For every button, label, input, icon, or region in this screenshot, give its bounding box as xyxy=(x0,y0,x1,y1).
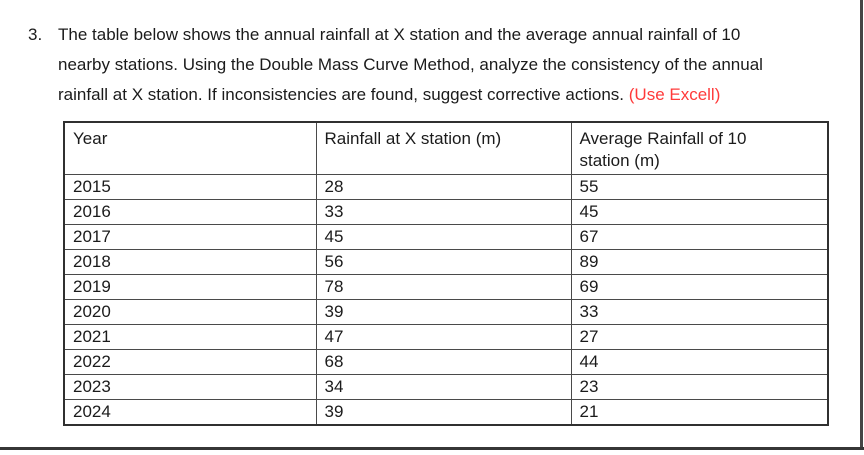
avg-rainfall-cell: 45 xyxy=(570,199,829,225)
year-cell: 2024 xyxy=(63,399,317,426)
use-excel-note: (Use Excell) xyxy=(628,85,721,104)
table-row: 2019 78 69 xyxy=(63,274,829,300)
page-edge-right-rule xyxy=(860,0,863,450)
year-cell: 2017 xyxy=(63,224,317,250)
question-number: 3. xyxy=(28,25,43,44)
rainfall-x-cell: 34 xyxy=(315,374,572,400)
header-avg-rainfall: Average Rainfall of 10 station (m) xyxy=(570,121,829,175)
header-avg-line-2: station (m) xyxy=(579,151,660,170)
table-row: 2022 68 44 xyxy=(63,349,829,375)
rainfall-table: Year Rainfall at X station (m) Average R… xyxy=(63,121,829,426)
year-cell: 2018 xyxy=(63,249,317,275)
avg-rainfall-cell: 55 xyxy=(570,174,829,200)
question-line-3-text: rainfall at X station. If inconsistencie… xyxy=(58,85,629,104)
table-row: 2021 47 27 xyxy=(63,324,829,350)
rainfall-x-cell: 68 xyxy=(315,349,572,375)
table-row: 2015 28 55 xyxy=(63,174,829,200)
avg-rainfall-cell: 89 xyxy=(570,249,829,275)
rainfall-x-cell: 45 xyxy=(315,224,572,250)
header-avg-line-1: Average Rainfall of 10 xyxy=(579,129,747,148)
avg-rainfall-cell: 44 xyxy=(570,349,829,375)
question-line-2: nearby stations. Using the Double Mass C… xyxy=(58,55,763,74)
avg-rainfall-cell: 33 xyxy=(570,299,829,325)
rainfall-x-cell: 39 xyxy=(315,299,572,325)
year-cell: 2016 xyxy=(63,199,317,225)
question-text: The table below shows the annual rainfal… xyxy=(58,20,763,110)
table-row: 2020 39 33 xyxy=(63,299,829,325)
year-cell: 2019 xyxy=(63,274,317,300)
question-block: 3. The table below shows the annual rain… xyxy=(28,20,763,110)
rainfall-x-cell: 33 xyxy=(315,199,572,225)
table-row: 2023 34 23 xyxy=(63,374,829,400)
year-cell: 2021 xyxy=(63,324,317,350)
question-line-1: The table below shows the annual rainfal… xyxy=(58,25,741,44)
rainfall-x-cell: 47 xyxy=(315,324,572,350)
year-cell: 2023 xyxy=(63,374,317,400)
table-row: 2018 56 89 xyxy=(63,249,829,275)
year-cell: 2015 xyxy=(63,174,317,200)
rainfall-x-cell: 78 xyxy=(315,274,572,300)
page-edge-bottom-rule xyxy=(0,447,864,450)
avg-rainfall-cell: 69 xyxy=(570,274,829,300)
header-year: Year xyxy=(63,121,317,175)
table-row: 2024 39 21 xyxy=(63,399,829,426)
header-rainfall-x: Rainfall at X station (m) xyxy=(315,121,572,175)
rainfall-x-cell: 39 xyxy=(315,399,572,426)
rainfall-x-cell: 56 xyxy=(315,249,572,275)
avg-rainfall-cell: 21 xyxy=(570,399,829,426)
year-cell: 2020 xyxy=(63,299,317,325)
year-cell: 2022 xyxy=(63,349,317,375)
avg-rainfall-cell: 23 xyxy=(570,374,829,400)
table-row: 2017 45 67 xyxy=(63,224,829,250)
avg-rainfall-cell: 27 xyxy=(570,324,829,350)
avg-rainfall-cell: 67 xyxy=(570,224,829,250)
rainfall-x-cell: 28 xyxy=(315,174,572,200)
table-row: 2016 33 45 xyxy=(63,199,829,225)
question-line-3: rainfall at X station. If inconsistencie… xyxy=(58,80,763,110)
table-header-row: Year Rainfall at X station (m) Average R… xyxy=(63,121,829,175)
